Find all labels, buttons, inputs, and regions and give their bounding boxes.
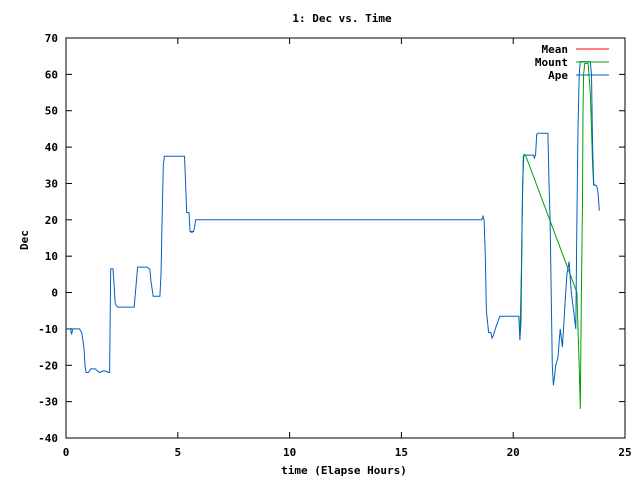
y-tick-label: 40 bbox=[45, 141, 58, 154]
x-tick-label: 25 bbox=[618, 446, 631, 459]
x-tick-label: 20 bbox=[507, 446, 520, 459]
y-tick-label: 20 bbox=[45, 214, 58, 227]
y-tick-label: -30 bbox=[38, 396, 58, 409]
y-tick-label: -40 bbox=[38, 432, 58, 445]
legend-label-ape: Ape bbox=[548, 69, 568, 82]
x-tick-label: 15 bbox=[395, 446, 408, 459]
plot-frame bbox=[65, 37, 626, 439]
y-tick-label: -20 bbox=[38, 359, 58, 372]
y-tick-label: 60 bbox=[45, 68, 58, 81]
x-axis-label: time (Elapse Hours) bbox=[281, 464, 407, 477]
y-axis-label: Dec bbox=[18, 230, 31, 250]
series-line-ape bbox=[66, 61, 600, 386]
y-tick-label: -10 bbox=[38, 323, 58, 336]
x-tick-label: 0 bbox=[63, 446, 70, 459]
plot-series bbox=[66, 61, 600, 409]
y-tick-label: 70 bbox=[45, 32, 58, 45]
y-tick-label: 0 bbox=[51, 287, 58, 300]
x-tick-label: 5 bbox=[174, 446, 181, 459]
legend-label-mount: Mount bbox=[535, 56, 568, 69]
y-tick-label: 10 bbox=[45, 250, 58, 263]
x-tick-label: 10 bbox=[283, 446, 296, 459]
y-tick-label: 30 bbox=[45, 177, 58, 190]
chart-title: 1: Dec vs. Time bbox=[292, 12, 392, 25]
legend-label-mean: Mean bbox=[542, 43, 569, 56]
y-tick-label: 50 bbox=[45, 105, 58, 118]
